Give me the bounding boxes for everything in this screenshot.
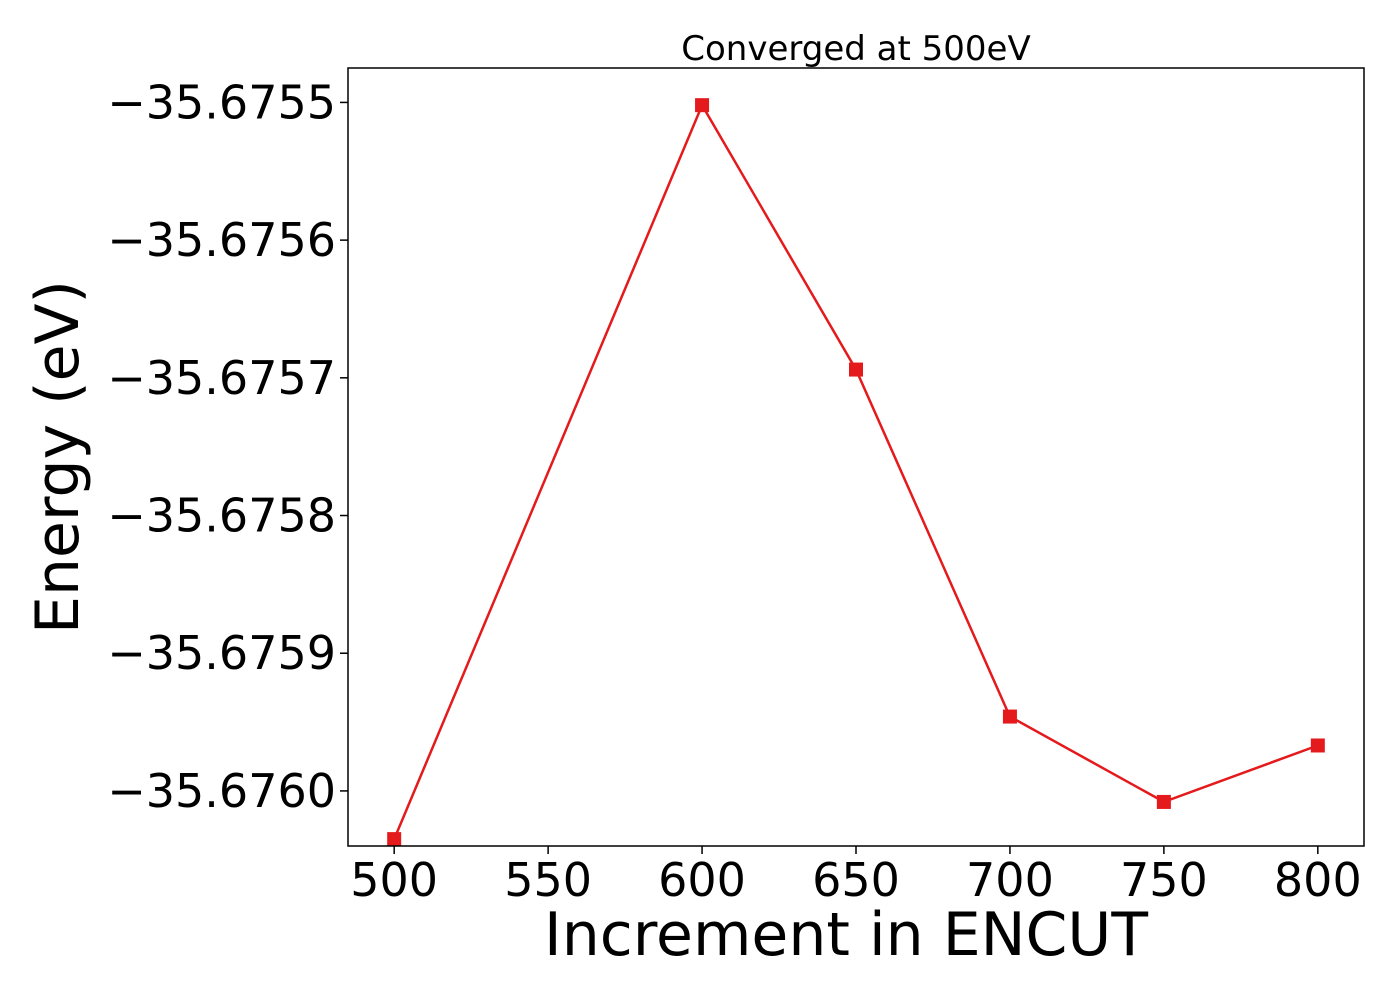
series-line <box>393 102 1319 840</box>
y-tick-label: −35.6756 <box>107 213 336 267</box>
data-point <box>387 832 402 847</box>
y-axis-title: Energy (eV) <box>23 280 93 634</box>
data-point <box>1310 738 1325 753</box>
y-tick-label: −35.6759 <box>107 626 336 680</box>
y-tick-label: −35.6755 <box>107 75 336 129</box>
x-axis-title: Increment in ENCUT <box>544 900 1148 970</box>
x-tick-label: 500 <box>350 853 438 907</box>
x-tick-label: 700 <box>966 853 1054 907</box>
y-axis: −35.6755 −35.6756 −35.6757 −35.6758 −35.6759… <box>107 75 348 818</box>
x-tick-label: 650 <box>812 853 900 907</box>
data-point <box>849 362 863 377</box>
y-tick-label: −35.6757 <box>107 351 336 405</box>
x-tick-label: 600 <box>658 853 746 907</box>
data-point <box>695 98 710 113</box>
y-tick-label: −35.6760 <box>107 764 336 818</box>
data-point <box>1002 709 1017 724</box>
x-tick-label: 750 <box>1120 853 1208 907</box>
chart-title: Converged at 500eV <box>681 29 1030 69</box>
x-axis: 500 550 600 650 700 750 800 <box>350 846 1362 907</box>
x-tick-label: 550 <box>504 853 592 907</box>
data-point <box>1156 794 1171 809</box>
y-tick-label: −35.6758 <box>107 489 336 543</box>
x-tick-label: 800 <box>1274 853 1362 907</box>
plot-area <box>387 98 1325 847</box>
